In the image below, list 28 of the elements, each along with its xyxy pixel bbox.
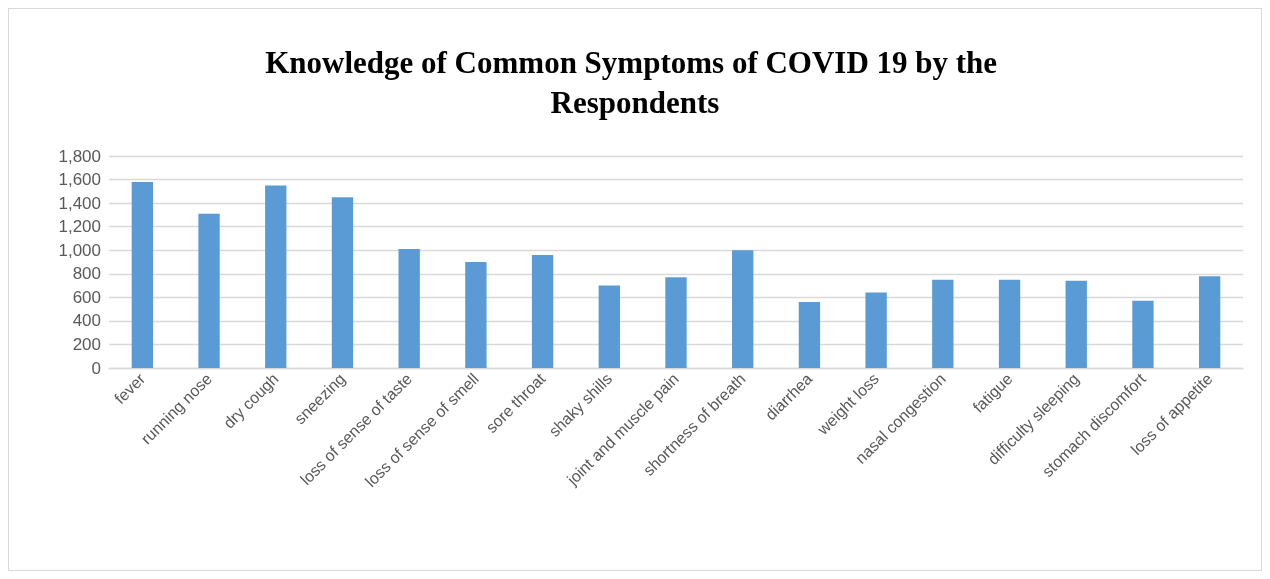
y-tick-label: 400	[72, 311, 101, 331]
bar	[798, 302, 821, 368]
y-tick-label: 0	[91, 358, 101, 378]
bar	[398, 249, 420, 368]
y-tick-label: 1,400	[58, 193, 101, 213]
bar	[465, 262, 487, 368]
bar	[732, 250, 754, 368]
bar	[998, 279, 1021, 368]
bar	[331, 197, 354, 368]
bar	[1132, 300, 1154, 368]
y-tick-label: 200	[72, 334, 101, 354]
bar	[198, 213, 220, 368]
bar	[865, 292, 887, 368]
bar	[1198, 276, 1221, 368]
y-tick-label: 800	[72, 264, 101, 284]
y-tick-label: 1,800	[58, 146, 101, 166]
y-tick-label: 1,600	[58, 170, 101, 190]
y-tick-label: 1,200	[58, 217, 101, 237]
bar	[932, 279, 954, 368]
y-tick-label: 600	[72, 287, 101, 307]
y-tick-label: 1,000	[58, 240, 101, 260]
bar	[265, 185, 287, 368]
bar	[665, 277, 687, 368]
bar	[598, 285, 620, 368]
bar	[131, 181, 154, 368]
bar	[1065, 280, 1087, 368]
chart-title: Knowledge of Common Symptoms of COVID 19 by the Respondents	[265, 44, 1005, 120]
bar	[531, 254, 554, 368]
